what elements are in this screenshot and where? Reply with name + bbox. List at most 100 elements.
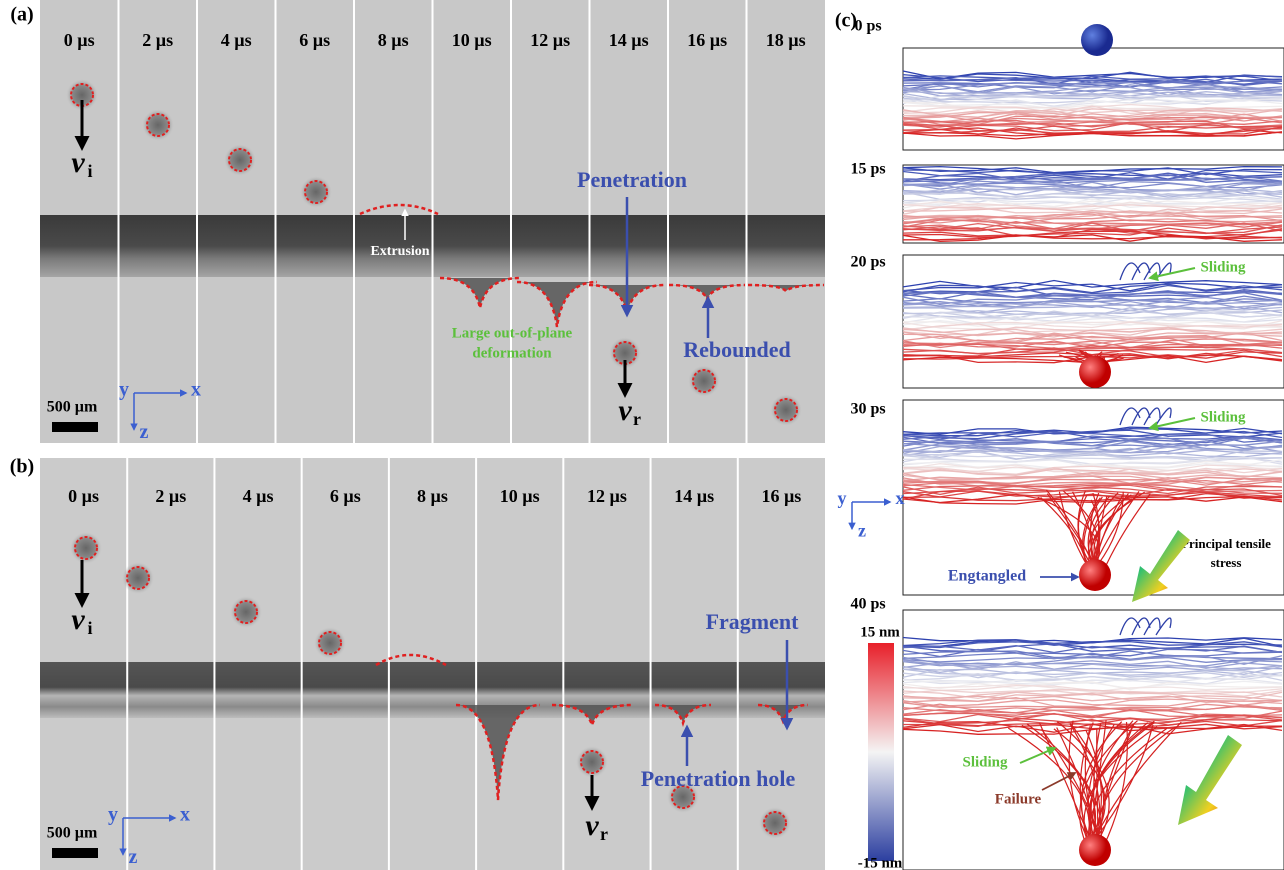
deformation: [655, 705, 711, 723]
fiber: [1007, 727, 1091, 847]
fiber: [902, 439, 1283, 450]
label: 40 ps: [850, 596, 885, 613]
fiber: [1026, 723, 1103, 847]
fiber: [902, 652, 1283, 660]
scale-bar: [52, 848, 98, 858]
fiber: [902, 659, 1283, 669]
fiber: [1119, 262, 1141, 281]
deformation-outline: [747, 283, 825, 293]
arrow: [1148, 417, 1196, 432]
fabric-band: [40, 662, 825, 718]
label: Sliding: [1200, 409, 1246, 425]
fiber: [1143, 407, 1161, 426]
fiber: [902, 699, 1283, 707]
fiber: [902, 92, 1283, 101]
label: y: [838, 488, 847, 508]
fiber: [902, 291, 1283, 301]
fiber: [1021, 724, 1097, 847]
particle-outline: [692, 369, 716, 393]
label: 12 µs: [530, 30, 570, 50]
fiber: [902, 681, 1283, 691]
deformation-outline: [455, 703, 541, 801]
label: 4 µs: [221, 30, 252, 50]
label: x: [180, 804, 190, 826]
label: 2 µs: [142, 30, 173, 50]
fiber: [902, 484, 1283, 494]
fiber: [902, 465, 1283, 475]
projectile: [1081, 24, 1113, 56]
label: 16 µs: [687, 30, 727, 50]
fibers: [902, 165, 1283, 243]
fiber: [902, 331, 1283, 340]
fiber: [902, 471, 1283, 481]
fiber: [902, 190, 1283, 201]
fiber: [902, 488, 1283, 498]
fiber: [902, 310, 1283, 319]
deformation: [552, 705, 632, 725]
particle-outline: [234, 600, 258, 624]
colorbar: [868, 643, 894, 861]
label: 500 µm: [47, 399, 98, 416]
projectile: [1079, 559, 1111, 591]
fiber: [902, 111, 1283, 119]
label: z: [140, 421, 149, 443]
fiber: [1131, 262, 1151, 281]
particle-outline: [318, 631, 342, 655]
label: Large out-of-plane: [452, 325, 573, 341]
fiber: [902, 702, 1283, 711]
fiber: [902, 300, 1283, 310]
fiber: [902, 234, 1283, 243]
label: 20 ps: [850, 254, 885, 271]
fiber: [902, 279, 1283, 289]
fiber: [902, 679, 1283, 690]
label: Rebounded: [683, 337, 791, 362]
deformation: [669, 285, 745, 299]
fiber: [902, 468, 1283, 478]
deformation: [748, 285, 824, 291]
fiber: [902, 641, 1283, 650]
fiber: [1089, 724, 1135, 847]
fiber: [902, 315, 1283, 325]
fiber: [1155, 617, 1172, 636]
fiber: [902, 314, 1283, 323]
fiber: [902, 492, 1283, 502]
fiber: [902, 131, 1283, 140]
fiber: [902, 477, 1283, 487]
particle-outline: [580, 750, 604, 774]
fiber: [902, 459, 1283, 470]
deformation-outline: [516, 280, 598, 328]
fiber: [1103, 722, 1128, 847]
label: Sliding: [1200, 259, 1246, 275]
fiber: [902, 172, 1283, 183]
velocity-sub: r: [633, 409, 641, 429]
fiber: [902, 427, 1283, 435]
deformation: [456, 705, 540, 800]
label: y: [108, 804, 118, 826]
deformation-outline: [439, 276, 521, 309]
fiber: [902, 488, 1283, 497]
fiber: [902, 320, 1283, 330]
label: y: [119, 379, 129, 401]
label: 8 µs: [417, 486, 448, 506]
fiber: [1069, 723, 1101, 847]
fibers: [902, 617, 1283, 847]
label: 14 µs: [674, 486, 714, 506]
label: 8 µs: [378, 30, 409, 50]
fiber: [902, 721, 1283, 730]
fiber: [1119, 617, 1141, 636]
velocity: v: [71, 146, 85, 179]
fiber: [1143, 617, 1161, 636]
fibers: [902, 262, 1283, 369]
label: 6 µs: [330, 486, 361, 506]
fiber: [902, 724, 1283, 735]
fiber: [902, 283, 1283, 294]
fiber: [902, 454, 1283, 463]
velocity: v: [585, 809, 599, 842]
fiber: [902, 476, 1283, 487]
label: 12 µs: [587, 486, 627, 506]
fiber: [902, 677, 1283, 686]
fiber: [1155, 407, 1172, 426]
fiber: [902, 443, 1283, 454]
label: Extrusion: [370, 244, 429, 259]
fiber: [902, 696, 1283, 708]
